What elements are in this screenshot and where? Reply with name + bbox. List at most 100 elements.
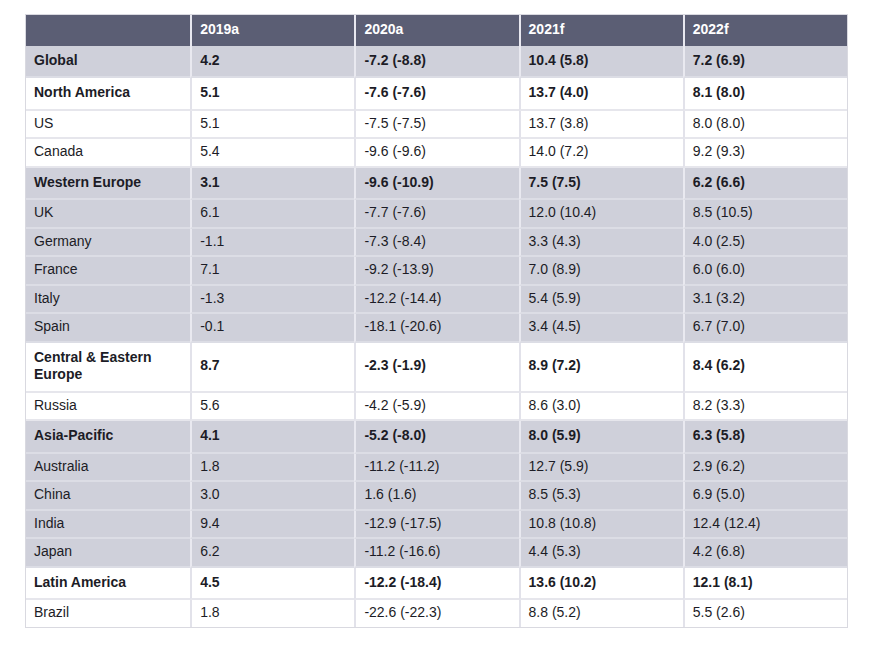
value-cell: 8.2 (3.3) (683, 393, 847, 422)
ad-spend-forecast-table: 2019a2020a2021f2022f Global4.2-7.2 (-8.8… (25, 14, 848, 628)
value-cell: 5.1 (190, 78, 354, 111)
table-row: Western Europe3.1-9.6 (-10.9)7.5 (7.5)6.… (26, 168, 847, 201)
value-cell: 1.8 (190, 454, 354, 483)
value-cell: 1.8 (190, 600, 354, 627)
value-cell: 4.5 (190, 568, 354, 601)
value-cell: -9.6 (-9.6) (354, 139, 518, 168)
row-label: Japan (26, 539, 190, 568)
value-cell: 5.4 (190, 139, 354, 168)
table-row: Spain-0.1-18.1 (-20.6)3.4 (4.5)6.7 (7.0) (26, 314, 847, 343)
value-cell: 10.4 (5.8) (519, 46, 683, 79)
value-cell: -12.9 (-17.5) (354, 511, 518, 540)
value-cell: 5.1 (190, 111, 354, 140)
value-cell: 6.2 (6.6) (683, 168, 847, 201)
table-row: Australia1.8-11.2 (-11.2)12.7 (5.9)2.9 (… (26, 454, 847, 483)
row-label: Australia (26, 454, 190, 483)
row-label: India (26, 511, 190, 540)
row-label: Central & Eastern Europe (26, 343, 190, 393)
row-label: Germany (26, 229, 190, 258)
row-label: Western Europe (26, 168, 190, 201)
table-row: North America5.1-7.6 (-7.6)13.7 (4.0)8.1… (26, 78, 847, 111)
row-label: China (26, 482, 190, 511)
value-cell: -9.6 (-10.9) (354, 168, 518, 201)
value-cell: 12.0 (10.4) (519, 200, 683, 229)
value-cell: -22.6 (-22.3) (354, 600, 518, 627)
value-cell: -12.2 (-14.4) (354, 286, 518, 315)
value-cell: 8.9 (7.2) (519, 343, 683, 393)
value-cell: 2.9 (6.2) (683, 454, 847, 483)
report-page: 2019a2020a2021f2022f Global4.2-7.2 (-8.8… (0, 0, 883, 650)
table-row: Canada5.4-9.6 (-9.6)14.0 (7.2)9.2 (9.3) (26, 139, 847, 168)
value-cell: -7.3 (-8.4) (354, 229, 518, 258)
value-cell: 13.6 (10.2) (519, 568, 683, 601)
value-cell: -1.1 (190, 229, 354, 258)
value-cell: -0.1 (190, 314, 354, 343)
column-header: 2020a (354, 15, 518, 46)
value-cell: 3.1 (3.2) (683, 286, 847, 315)
value-cell: 8.6 (3.0) (519, 393, 683, 422)
value-cell: 6.3 (5.8) (683, 421, 847, 454)
table-row: Russia5.6-4.2 (-5.9)8.6 (3.0)8.2 (3.3) (26, 393, 847, 422)
table-row: China3.01.6 (1.6)8.5 (5.3)6.9 (5.0) (26, 482, 847, 511)
value-cell: -12.2 (-18.4) (354, 568, 518, 601)
value-cell: 14.0 (7.2) (519, 139, 683, 168)
row-label: Russia (26, 393, 190, 422)
value-cell: 4.2 (6.8) (683, 539, 847, 568)
value-cell: -7.5 (-7.5) (354, 111, 518, 140)
value-cell: 8.7 (190, 343, 354, 393)
value-cell: 10.8 (10.8) (519, 511, 683, 540)
value-cell: 7.2 (6.9) (683, 46, 847, 79)
value-cell: 12.1 (8.1) (683, 568, 847, 601)
value-cell: -7.6 (-7.6) (354, 78, 518, 111)
value-cell: -11.2 (-16.6) (354, 539, 518, 568)
value-cell: -5.2 (-8.0) (354, 421, 518, 454)
value-cell: 6.7 (7.0) (683, 314, 847, 343)
row-label: Asia-Pacific (26, 421, 190, 454)
row-label: Spain (26, 314, 190, 343)
row-label: Canada (26, 139, 190, 168)
value-cell: 5.5 (2.6) (683, 600, 847, 627)
value-cell: 4.4 (5.3) (519, 539, 683, 568)
value-cell: 3.1 (190, 168, 354, 201)
table-header-row: 2019a2020a2021f2022f (26, 15, 847, 46)
table-body: Global4.2-7.2 (-8.8)10.4 (5.8)7.2 (6.9)N… (26, 46, 847, 627)
value-cell: 6.9 (5.0) (683, 482, 847, 511)
table-row: Asia-Pacific4.1-5.2 (-8.0)8.0 (5.9)6.3 (… (26, 421, 847, 454)
value-cell: 12.7 (5.9) (519, 454, 683, 483)
value-cell: -9.2 (-13.9) (354, 257, 518, 286)
value-cell: -4.2 (-5.9) (354, 393, 518, 422)
table-row: Italy-1.3-12.2 (-14.4)5.4 (5.9)3.1 (3.2) (26, 286, 847, 315)
value-cell: 8.5 (5.3) (519, 482, 683, 511)
value-cell: 5.6 (190, 393, 354, 422)
value-cell: 9.4 (190, 511, 354, 540)
value-cell: 6.0 (6.0) (683, 257, 847, 286)
column-header: 2021f (519, 15, 683, 46)
value-cell: 7.1 (190, 257, 354, 286)
table-row: Global4.2-7.2 (-8.8)10.4 (5.8)7.2 (6.9) (26, 46, 847, 79)
value-cell: 3.0 (190, 482, 354, 511)
table-row: Japan6.2-11.2 (-16.6)4.4 (5.3)4.2 (6.8) (26, 539, 847, 568)
table-row: Brazil1.8-22.6 (-22.3)8.8 (5.2)5.5 (2.6) (26, 600, 847, 627)
row-label: North America (26, 78, 190, 111)
value-cell: -18.1 (-20.6) (354, 314, 518, 343)
value-cell: 3.4 (4.5) (519, 314, 683, 343)
value-cell: 13.7 (4.0) (519, 78, 683, 111)
value-cell: -2.3 (-1.9) (354, 343, 518, 393)
value-cell: 6.2 (190, 539, 354, 568)
value-cell: 4.2 (190, 46, 354, 79)
row-label-column-header (26, 15, 190, 46)
value-cell: 3.3 (4.3) (519, 229, 683, 258)
table-row: US5.1-7.5 (-7.5)13.7 (3.8)8.0 (8.0) (26, 111, 847, 140)
value-cell: -7.7 (-7.6) (354, 200, 518, 229)
value-cell: -11.2 (-11.2) (354, 454, 518, 483)
value-cell: 12.4 (12.4) (683, 511, 847, 540)
value-cell: 1.6 (1.6) (354, 482, 518, 511)
table-row: Latin America4.5-12.2 (-18.4)13.6 (10.2)… (26, 568, 847, 601)
value-cell: 4.0 (2.5) (683, 229, 847, 258)
row-label: Brazil (26, 600, 190, 627)
value-cell: 9.2 (9.3) (683, 139, 847, 168)
value-cell: -1.3 (190, 286, 354, 315)
column-header: 2022f (683, 15, 847, 46)
value-cell: 8.8 (5.2) (519, 600, 683, 627)
value-cell: 5.4 (5.9) (519, 286, 683, 315)
